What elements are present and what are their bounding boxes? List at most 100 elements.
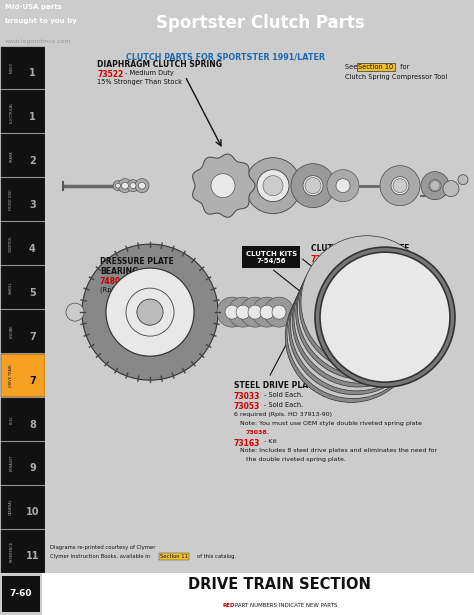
Circle shape	[113, 181, 123, 191]
Circle shape	[289, 263, 421, 395]
Circle shape	[292, 255, 424, 387]
Circle shape	[320, 252, 450, 382]
Text: 3: 3	[29, 200, 36, 210]
Circle shape	[228, 297, 258, 327]
Text: Note: Includes 8 steel drive plates and eliminates the need for: Note: Includes 8 steel drive plates and …	[234, 448, 437, 453]
Text: WHEEL: WHEEL	[9, 281, 13, 294]
Text: Note: You must use OEM style double riveted spring plate: Note: You must use OEM style double rive…	[234, 421, 422, 426]
Circle shape	[135, 178, 149, 192]
Text: 15% Stronger Than Stock: 15% Stronger Than Stock	[97, 79, 182, 85]
Text: ENGINE: ENGINE	[9, 325, 13, 338]
Circle shape	[291, 259, 422, 391]
Text: Section 10: Section 10	[358, 64, 393, 70]
Text: Clymer Instruction Books, available in: Clymer Instruction Books, available in	[50, 554, 150, 559]
Text: 9: 9	[29, 464, 36, 474]
Circle shape	[326, 283, 394, 351]
Text: (Rpls. HD 37977-90): (Rpls. HD 37977-90)	[311, 264, 378, 271]
Circle shape	[317, 303, 385, 370]
Bar	[0, 134, 45, 177]
Text: 2: 2	[29, 156, 36, 166]
Text: - Medium Duty: - Medium Duty	[125, 70, 174, 76]
Text: 10: 10	[26, 507, 39, 517]
Text: PRESSURE PLATE: PRESSURE PLATE	[100, 257, 174, 266]
Circle shape	[263, 176, 283, 196]
Circle shape	[127, 180, 139, 192]
Text: 73053: 73053	[234, 402, 260, 411]
Text: 1: 1	[29, 68, 36, 78]
Circle shape	[294, 251, 426, 383]
Circle shape	[272, 305, 286, 319]
Bar	[0, 310, 45, 353]
Circle shape	[240, 297, 270, 327]
Text: 73522: 73522	[97, 70, 123, 79]
Circle shape	[236, 305, 250, 319]
Circle shape	[130, 183, 136, 189]
Text: PART NUMBERS INDICATE NEW PARTS: PART NUMBERS INDICATE NEW PARTS	[235, 603, 337, 608]
Circle shape	[391, 177, 409, 195]
Circle shape	[225, 305, 239, 319]
Bar	[0, 90, 45, 133]
Text: FUEL: FUEL	[9, 415, 13, 424]
Bar	[0, 47, 45, 89]
Text: GENERAL: GENERAL	[9, 499, 13, 515]
Text: RED: RED	[223, 603, 235, 608]
Text: CLUTCH PARTS FOR SPORTSTER 1991/LATER: CLUTCH PARTS FOR SPORTSTER 1991/LATER	[126, 52, 325, 61]
Circle shape	[248, 305, 262, 319]
Text: 7: 7	[29, 376, 36, 386]
Bar	[0, 222, 45, 265]
Circle shape	[380, 165, 420, 205]
Circle shape	[137, 299, 163, 325]
Text: INDEX: INDEX	[9, 63, 13, 73]
Bar	[0, 486, 45, 528]
Bar	[0, 266, 45, 309]
Text: for: for	[398, 64, 410, 70]
Text: www.legendmcs.com: www.legendmcs.com	[5, 39, 72, 44]
Text: CLUTCH SPRING PLATE: CLUTCH SPRING PLATE	[311, 244, 410, 253]
Circle shape	[298, 244, 429, 375]
Text: FRAME: FRAME	[9, 150, 13, 162]
Circle shape	[126, 288, 174, 336]
Bar	[242, 247, 301, 268]
Circle shape	[429, 180, 441, 192]
Circle shape	[291, 164, 335, 208]
Circle shape	[315, 247, 455, 387]
Circle shape	[211, 173, 235, 197]
Text: 11: 11	[26, 551, 39, 561]
Text: the double riveted spring plate.: the double riveted spring plate.	[246, 457, 346, 462]
Text: Sportster Clutch Parts: Sportster Clutch Parts	[156, 14, 365, 32]
Circle shape	[106, 268, 194, 356]
Circle shape	[393, 178, 407, 192]
Circle shape	[217, 297, 247, 327]
Text: 73038.: 73038.	[246, 430, 270, 435]
Circle shape	[116, 183, 120, 188]
Circle shape	[126, 288, 174, 336]
Circle shape	[299, 240, 431, 371]
Text: See: See	[345, 64, 360, 70]
Text: CLUTCH KITS
7-54/56: CLUTCH KITS 7-54/56	[246, 251, 297, 264]
Text: Diagrams re-printed courtesy of Clymer: Diagrams re-printed courtesy of Clymer	[50, 545, 155, 550]
Circle shape	[264, 297, 294, 327]
Bar	[0, 178, 45, 221]
Circle shape	[106, 268, 194, 356]
Circle shape	[257, 170, 289, 202]
Circle shape	[430, 181, 440, 191]
Text: REFERENCE: REFERENCE	[9, 541, 13, 561]
Circle shape	[458, 175, 468, 184]
Circle shape	[252, 297, 282, 327]
Text: Mid-USA parts: Mid-USA parts	[5, 4, 62, 10]
Text: STEEL DRIVE PLATE: STEEL DRIVE PLATE	[234, 381, 318, 390]
Text: Section 11: Section 11	[160, 554, 188, 559]
Circle shape	[303, 176, 323, 196]
Circle shape	[138, 182, 146, 189]
Circle shape	[260, 305, 274, 319]
Text: brought to you by: brought to you by	[5, 18, 77, 25]
Circle shape	[296, 247, 428, 379]
Circle shape	[421, 172, 449, 200]
Text: Clutch Spring Compressor Tool: Clutch Spring Compressor Tool	[345, 74, 447, 80]
Text: 73033: 73033	[234, 392, 260, 400]
Bar	[0, 398, 45, 441]
Text: - Sold Each.: - Sold Each.	[264, 392, 303, 398]
Circle shape	[319, 298, 387, 367]
Text: 4: 4	[29, 244, 36, 254]
Text: 1: 1	[29, 112, 36, 122]
